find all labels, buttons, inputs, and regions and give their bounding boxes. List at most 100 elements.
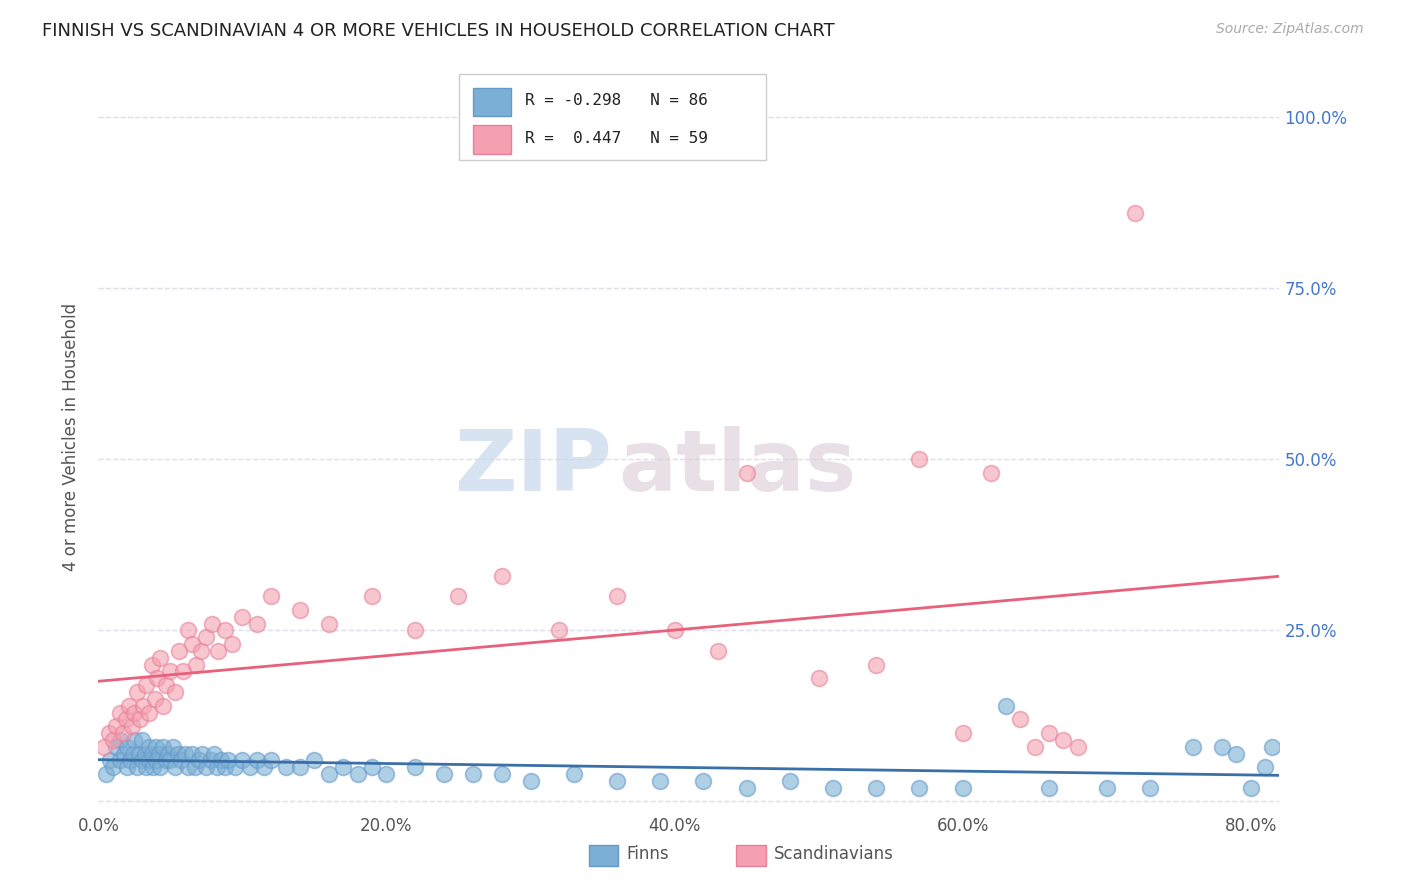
Y-axis label: 4 or more Vehicles in Household: 4 or more Vehicles in Household xyxy=(62,303,80,571)
Point xyxy=(111,726,134,740)
Point xyxy=(404,760,426,774)
Point xyxy=(779,773,801,788)
Point xyxy=(173,747,195,761)
Point xyxy=(155,753,177,767)
Point xyxy=(375,767,398,781)
Point xyxy=(121,719,143,733)
FancyBboxPatch shape xyxy=(458,74,766,160)
Point xyxy=(207,644,229,658)
Point xyxy=(1052,732,1074,747)
Point xyxy=(142,760,165,774)
Point xyxy=(865,657,887,672)
Point xyxy=(138,753,160,767)
Point xyxy=(115,760,138,774)
Point xyxy=(706,644,728,658)
Point xyxy=(200,753,222,767)
Point xyxy=(491,767,513,781)
Point xyxy=(191,747,214,761)
Point xyxy=(132,698,155,713)
Point xyxy=(735,780,758,795)
Point xyxy=(127,760,149,774)
Point xyxy=(120,753,142,767)
Point xyxy=(149,650,172,665)
Point xyxy=(141,747,163,761)
Point xyxy=(980,466,1002,480)
Point xyxy=(115,739,138,754)
Point xyxy=(159,665,181,679)
Text: R =  0.447   N = 59: R = 0.447 N = 59 xyxy=(524,130,707,145)
Point xyxy=(821,780,844,795)
Point xyxy=(288,603,311,617)
Point xyxy=(346,767,368,781)
Point xyxy=(195,760,218,774)
Point xyxy=(260,753,283,767)
Text: Scandinavians: Scandinavians xyxy=(773,846,894,863)
Point xyxy=(94,767,117,781)
Point xyxy=(156,747,179,761)
Point xyxy=(361,760,384,774)
Point xyxy=(181,747,204,761)
Point xyxy=(114,712,136,726)
Point xyxy=(447,589,470,603)
Point xyxy=(155,678,177,692)
Text: Source: ZipAtlas.com: Source: ZipAtlas.com xyxy=(1216,22,1364,37)
Point xyxy=(994,698,1017,713)
Point xyxy=(253,760,276,774)
Point xyxy=(908,452,931,467)
Bar xyxy=(472,88,510,116)
Point xyxy=(202,747,225,761)
Point xyxy=(1038,780,1060,795)
Point xyxy=(177,624,200,638)
Point xyxy=(195,630,218,644)
Point xyxy=(108,706,131,720)
Text: ZIP: ZIP xyxy=(454,425,612,508)
Point xyxy=(214,760,236,774)
Point xyxy=(101,760,124,774)
Point xyxy=(131,732,153,747)
Text: FINNISH VS SCANDINAVIAN 4 OR MORE VEHICLES IN HOUSEHOLD CORRELATION CHART: FINNISH VS SCANDINAVIAN 4 OR MORE VEHICL… xyxy=(42,22,835,40)
Point xyxy=(239,760,262,774)
Point xyxy=(1261,739,1284,754)
Point xyxy=(274,760,297,774)
Point xyxy=(952,726,974,740)
Point xyxy=(217,753,239,767)
Text: atlas: atlas xyxy=(619,425,856,508)
Point xyxy=(167,644,190,658)
Point xyxy=(650,773,672,788)
Point xyxy=(108,732,131,747)
Point xyxy=(1024,739,1046,754)
Point xyxy=(101,732,124,747)
Point xyxy=(166,747,188,761)
Point xyxy=(224,760,246,774)
Point xyxy=(131,753,153,767)
Point xyxy=(288,760,311,774)
Point xyxy=(332,760,354,774)
Point xyxy=(124,732,146,747)
Point xyxy=(135,760,157,774)
Point xyxy=(177,760,200,774)
Point xyxy=(108,753,131,767)
Point xyxy=(692,773,714,788)
Point xyxy=(124,706,146,720)
Point xyxy=(908,780,931,795)
Point xyxy=(152,739,174,754)
Point xyxy=(433,767,456,781)
Point xyxy=(112,747,135,761)
Point xyxy=(169,753,191,767)
Point xyxy=(104,739,127,754)
Point xyxy=(141,657,163,672)
Point xyxy=(404,624,426,638)
Point xyxy=(1211,739,1233,754)
Point xyxy=(149,760,172,774)
Point xyxy=(138,706,160,720)
Point xyxy=(118,698,141,713)
Point xyxy=(98,753,121,767)
Point xyxy=(361,589,384,603)
Point xyxy=(135,678,157,692)
Point xyxy=(606,589,628,603)
Point xyxy=(104,719,127,733)
Point xyxy=(205,760,228,774)
Point xyxy=(162,739,184,754)
Point xyxy=(97,726,120,740)
Point xyxy=(807,671,830,685)
